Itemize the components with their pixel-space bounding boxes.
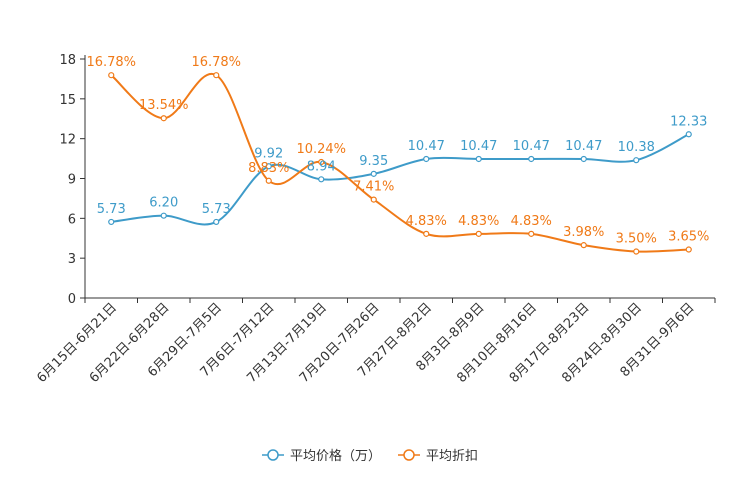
- data-label: 8.83%: [248, 161, 289, 176]
- data-label: 10.38: [618, 140, 655, 155]
- data-point: [318, 158, 325, 166]
- data-point: [685, 131, 692, 138]
- data-point: [108, 218, 115, 226]
- y-tick-label: 12: [59, 133, 76, 148]
- data-label: 16.78%: [86, 55, 136, 70]
- data-label: 4.83%: [511, 214, 552, 229]
- data-label: 12.33: [670, 114, 707, 129]
- data-point: [370, 170, 377, 177]
- data-point: [108, 72, 115, 79]
- data-label: 10.47: [513, 139, 550, 154]
- data-point: [213, 218, 220, 226]
- data-label: 5.73: [97, 202, 126, 217]
- data-label: 10.24%: [296, 142, 346, 157]
- data-point: [423, 155, 430, 163]
- data-point: [475, 155, 482, 163]
- data-label: 4.83%: [458, 214, 499, 229]
- data-point: [633, 157, 640, 164]
- data-point: [318, 176, 325, 183]
- data-label: 3.98%: [563, 225, 604, 240]
- data-point: [423, 230, 430, 237]
- y-tick-label: 3: [68, 252, 76, 267]
- series-points: [108, 72, 692, 255]
- data-point: [213, 72, 220, 79]
- data-label: 3.65%: [668, 230, 709, 245]
- legend-label: 平均价格（万）: [290, 448, 381, 464]
- data-point: [580, 242, 587, 249]
- data-label: 9.92: [254, 146, 283, 161]
- data-label: 4.83%: [406, 214, 447, 229]
- data-point: [160, 212, 167, 219]
- legend-marker: [403, 449, 415, 461]
- legend-marker: [267, 449, 279, 461]
- axes: 03691215186月15日-6月21日6月22日-6月28日6月29日-7月…: [34, 53, 716, 386]
- series-labels: 5.73 6.20 5.73 9.92 8.94 9.35 10.47 10.47 10.47 1…: [86, 55, 709, 246]
- data-point: [633, 248, 640, 255]
- y-tick-label: 9: [68, 173, 76, 188]
- data-label: 6.20: [149, 196, 178, 211]
- data-point: [160, 115, 167, 122]
- data-label: 5.73: [202, 202, 231, 217]
- y-tick-label: 18: [59, 53, 76, 68]
- data-label: 7.41%: [353, 180, 394, 195]
- data-point: [265, 163, 272, 170]
- data-label: 8.94: [307, 159, 336, 174]
- data-point: [528, 230, 535, 237]
- legend: 平均价格（万） 平均折扣: [262, 448, 478, 464]
- data-point: [580, 155, 587, 163]
- y-tick-label: 0: [68, 292, 76, 307]
- y-tick-label: 6: [68, 212, 76, 227]
- data-point: [685, 246, 692, 253]
- data-label: 13.54%: [139, 98, 189, 113]
- data-label: 16.78%: [191, 55, 241, 70]
- legend-label: 平均折扣: [426, 449, 478, 464]
- data-label: 3.50%: [616, 232, 657, 247]
- data-point: [475, 230, 482, 237]
- data-point: [265, 177, 272, 184]
- data-point: [370, 196, 377, 203]
- data-label: 10.47: [460, 139, 497, 154]
- data-label: 10.47: [565, 139, 602, 154]
- data-label: 9.35: [359, 154, 388, 169]
- data-point: [528, 155, 535, 163]
- y-tick-label: 15: [59, 93, 76, 108]
- data-label: 10.47: [408, 139, 445, 154]
